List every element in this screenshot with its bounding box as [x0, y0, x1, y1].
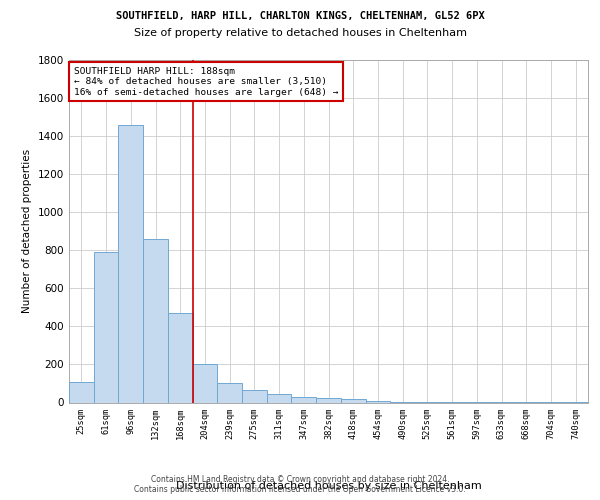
Bar — [316, 398, 341, 402]
Text: Contains public sector information licensed under the Open Government Licence v3: Contains public sector information licen… — [134, 485, 466, 494]
Bar — [365, 401, 390, 402]
Text: SOUTHFIELD, HARP HILL, CHARLTON KINGS, CHELTENHAM, GL52 6PX: SOUTHFIELD, HARP HILL, CHARLTON KINGS, C… — [116, 12, 484, 22]
Bar — [217, 384, 242, 402]
Bar — [168, 313, 193, 402]
Bar — [94, 252, 118, 402]
Y-axis label: Number of detached properties: Number of detached properties — [22, 149, 32, 314]
Bar — [118, 124, 143, 402]
Text: SOUTHFIELD HARP HILL: 188sqm
← 84% of detached houses are smaller (3,510)
16% of: SOUTHFIELD HARP HILL: 188sqm ← 84% of de… — [74, 67, 338, 96]
Text: Contains HM Land Registry data © Crown copyright and database right 2024.: Contains HM Land Registry data © Crown c… — [151, 475, 449, 484]
Bar — [193, 364, 217, 403]
Bar — [242, 390, 267, 402]
Bar — [267, 394, 292, 402]
Text: Size of property relative to detached houses in Cheltenham: Size of property relative to detached ho… — [133, 28, 467, 38]
Bar — [292, 397, 316, 402]
X-axis label: Distribution of detached houses by size in Cheltenham: Distribution of detached houses by size … — [176, 480, 481, 490]
Bar — [143, 239, 168, 402]
Bar — [69, 382, 94, 402]
Bar — [341, 398, 365, 402]
